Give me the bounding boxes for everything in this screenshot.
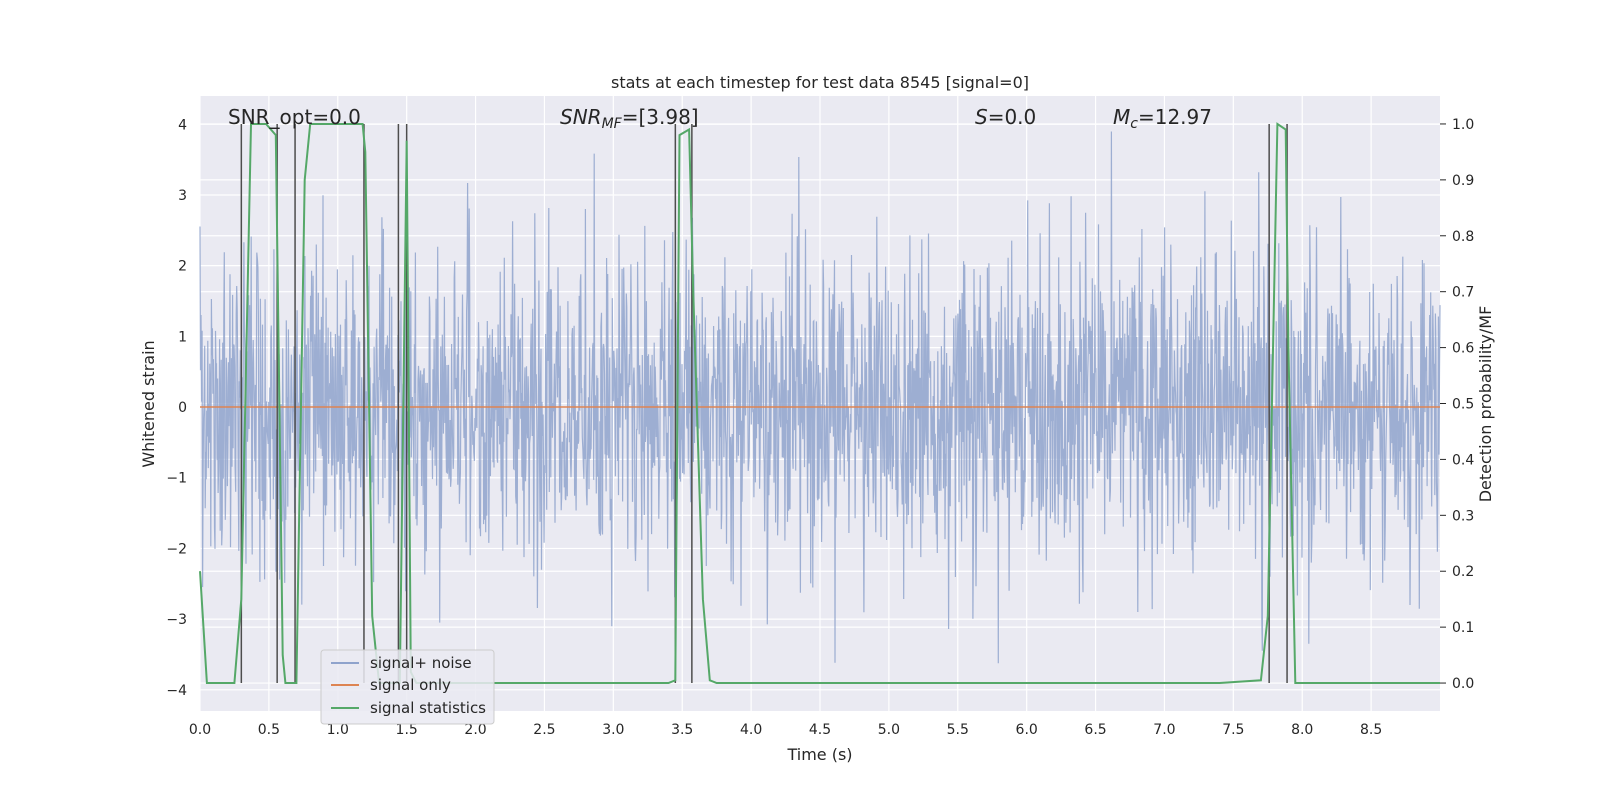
signal-statistics-series — [199, 122, 1440, 684]
x-tick-label-1: 0.5 — [258, 722, 280, 738]
x-tick-label-4: 2.0 — [464, 722, 486, 738]
yr-tick-label-9: 0.1 — [1452, 620, 1474, 636]
yr-tick-label-6: 0.4 — [1452, 452, 1474, 468]
right-y-axis-label: Detection probability/MF — [1476, 306, 1495, 503]
yl-tick-label-1: 3 — [178, 188, 187, 204]
snr-mf-main: SNR — [560, 105, 602, 129]
x-tick-label-16: 8.0 — [1291, 722, 1313, 738]
legend-box — [320, 649, 495, 725]
x-tick-label-8: 4.0 — [740, 722, 762, 738]
x-tick-label-3: 1.5 — [396, 722, 418, 738]
yl-tick-label-2: 2 — [178, 259, 187, 275]
x-tick-label-2: 1.0 — [327, 722, 349, 738]
x-tick-label-10: 5.0 — [878, 722, 900, 738]
yr-tick-label-7: 0.3 — [1452, 508, 1474, 524]
s-main: S — [975, 105, 988, 129]
legend-label-signal-only: signal only — [370, 676, 451, 694]
x-tick-label-9: 4.5 — [809, 722, 831, 738]
yl-tick-label-0: 4 — [178, 117, 187, 133]
yl-tick-label-4: 0 — [178, 400, 187, 416]
series-signal-statistics — [199, 122, 1440, 684]
snr-mf-sub: MF — [602, 116, 623, 132]
legend: signal+ noise signal only signal statist… — [320, 649, 495, 725]
legend-label-statistics: signal statistics — [370, 699, 486, 717]
mc-sub: c — [1130, 116, 1138, 132]
left-y-axis-label: Whitened strain — [139, 340, 158, 467]
mc-main: M — [1113, 105, 1130, 129]
annotation-snr-mf: SNRMF=[3.98] — [560, 105, 699, 132]
x-tick-label-15: 7.5 — [1222, 722, 1244, 738]
x-tick-label-7: 3.5 — [671, 722, 693, 738]
yl-tick-label-6: −2 — [166, 541, 187, 557]
yl-tick-label-7: −3 — [166, 612, 187, 628]
annotation-snr-opt: SNR_opt=0.0 — [228, 105, 361, 129]
x-tick-label-11: 5.5 — [947, 722, 969, 738]
yr-tick-label-10: 0.0 — [1452, 676, 1474, 692]
yr-tick-label-2: 0.8 — [1452, 229, 1474, 245]
x-tick-label-13: 6.5 — [1084, 722, 1106, 738]
x-axis-label: Time (s) — [786, 745, 852, 764]
yr-tick-label-8: 0.2 — [1452, 564, 1474, 580]
x-tick-label-17: 8.5 — [1360, 722, 1382, 738]
x-axis-ticks: 0.0 0.5 1.0 1.5 2.0 2.5 3.0 3.5 4.0 4.5 5.0 5.5 6.0 6… — [189, 722, 1382, 738]
yl-tick-label-3: 1 — [178, 329, 187, 345]
yl-tick-label-5: −1 — [166, 471, 187, 487]
x-tick-label-12: 6.0 — [1016, 722, 1038, 738]
yr-tick-label-5: 0.5 — [1452, 397, 1474, 413]
x-tick-label-0: 0.0 — [189, 722, 211, 738]
yl-tick-label-8: −4 — [166, 683, 187, 699]
snr-mf-value: =[3.98] — [622, 105, 699, 129]
annotation-s: S=0.0 — [975, 105, 1036, 129]
right-y-axis-ticks: 1.0 0.9 0.8 0.7 0.6 0.5 0.4 0.3 0.2 0.1 0.0 — [1440, 117, 1474, 692]
yr-tick-label-3: 0.7 — [1452, 285, 1474, 301]
yr-tick-label-4: 0.6 — [1452, 341, 1474, 357]
x-tick-label-5: 2.5 — [533, 722, 555, 738]
x-tick-label-14: 7.0 — [1153, 722, 1175, 738]
left-y-axis-ticks: 4 3 2 1 0 −1 −2 −3 −4 — [166, 117, 187, 699]
x-tick-label-6: 3.0 — [602, 722, 624, 738]
legend-label-noise: signal+ noise — [370, 654, 472, 672]
s-value: =0.0 — [988, 105, 1037, 129]
annotation-mc: Mc=12.97 — [1113, 105, 1212, 132]
yr-tick-label-1: 0.9 — [1452, 173, 1474, 189]
mc-value: =12.97 — [1138, 105, 1212, 129]
yr-tick-label-0: 1.0 — [1452, 117, 1474, 133]
chart-title: stats at each timestep for test data 854… — [611, 73, 1029, 92]
